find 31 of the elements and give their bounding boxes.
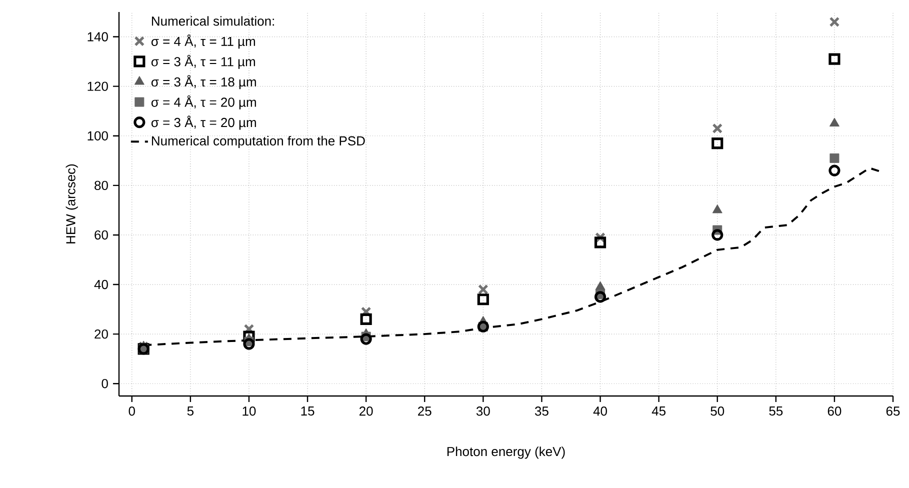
x-tick-label: 65 (886, 406, 900, 416)
y-tick-label: 20 (94, 329, 108, 339)
x-tick-label: 35 (534, 406, 548, 416)
x-tick-label: 10 (242, 406, 256, 416)
y-tick-label: 60 (94, 230, 108, 240)
x-tick-label: 20 (360, 406, 373, 416)
y-axis-title: HEW (arcsec) (66, 164, 78, 244)
legend-label: Numerical computation from the PSD (152, 136, 365, 148)
x-tick-label: 15 (301, 406, 314, 416)
legend-title: Numerical simulation: (152, 16, 274, 26)
x-tick-label: 50 (710, 406, 724, 416)
x-tick-label: 30 (476, 406, 490, 416)
x-tick-label: 55 (769, 406, 783, 416)
y-tick-label: 120 (88, 82, 108, 91)
y-tick-label: 80 (94, 180, 108, 190)
legend-label: σ = 3 Å, τ = 20 µm (151, 116, 256, 130)
legend-label: σ = 4 Å, τ = 20 µm (151, 95, 256, 110)
x-tick-label: 60 (828, 406, 842, 416)
x-tick-label: 5 (187, 406, 194, 416)
x-tick-label: 0 (128, 406, 135, 416)
y-tick-label: 40 (94, 280, 108, 290)
y-tick-label: 0 (102, 379, 108, 388)
legend-label: σ = 4 Å, τ = 11 µm (151, 34, 255, 49)
x-tick-label: 45 (652, 406, 666, 416)
x-axis-title: Photon energy (keV) (447, 446, 565, 459)
y-tick-label: 140 (88, 32, 108, 42)
legend-label: σ = 3 Å, τ = 18 µm (151, 75, 256, 90)
legend-label: σ = 3 Å, τ = 11 µm (151, 54, 255, 69)
x-tick-label: 40 (593, 406, 607, 416)
y-tick-label: 100 (88, 131, 108, 140)
x-tick-label: 25 (418, 406, 432, 416)
